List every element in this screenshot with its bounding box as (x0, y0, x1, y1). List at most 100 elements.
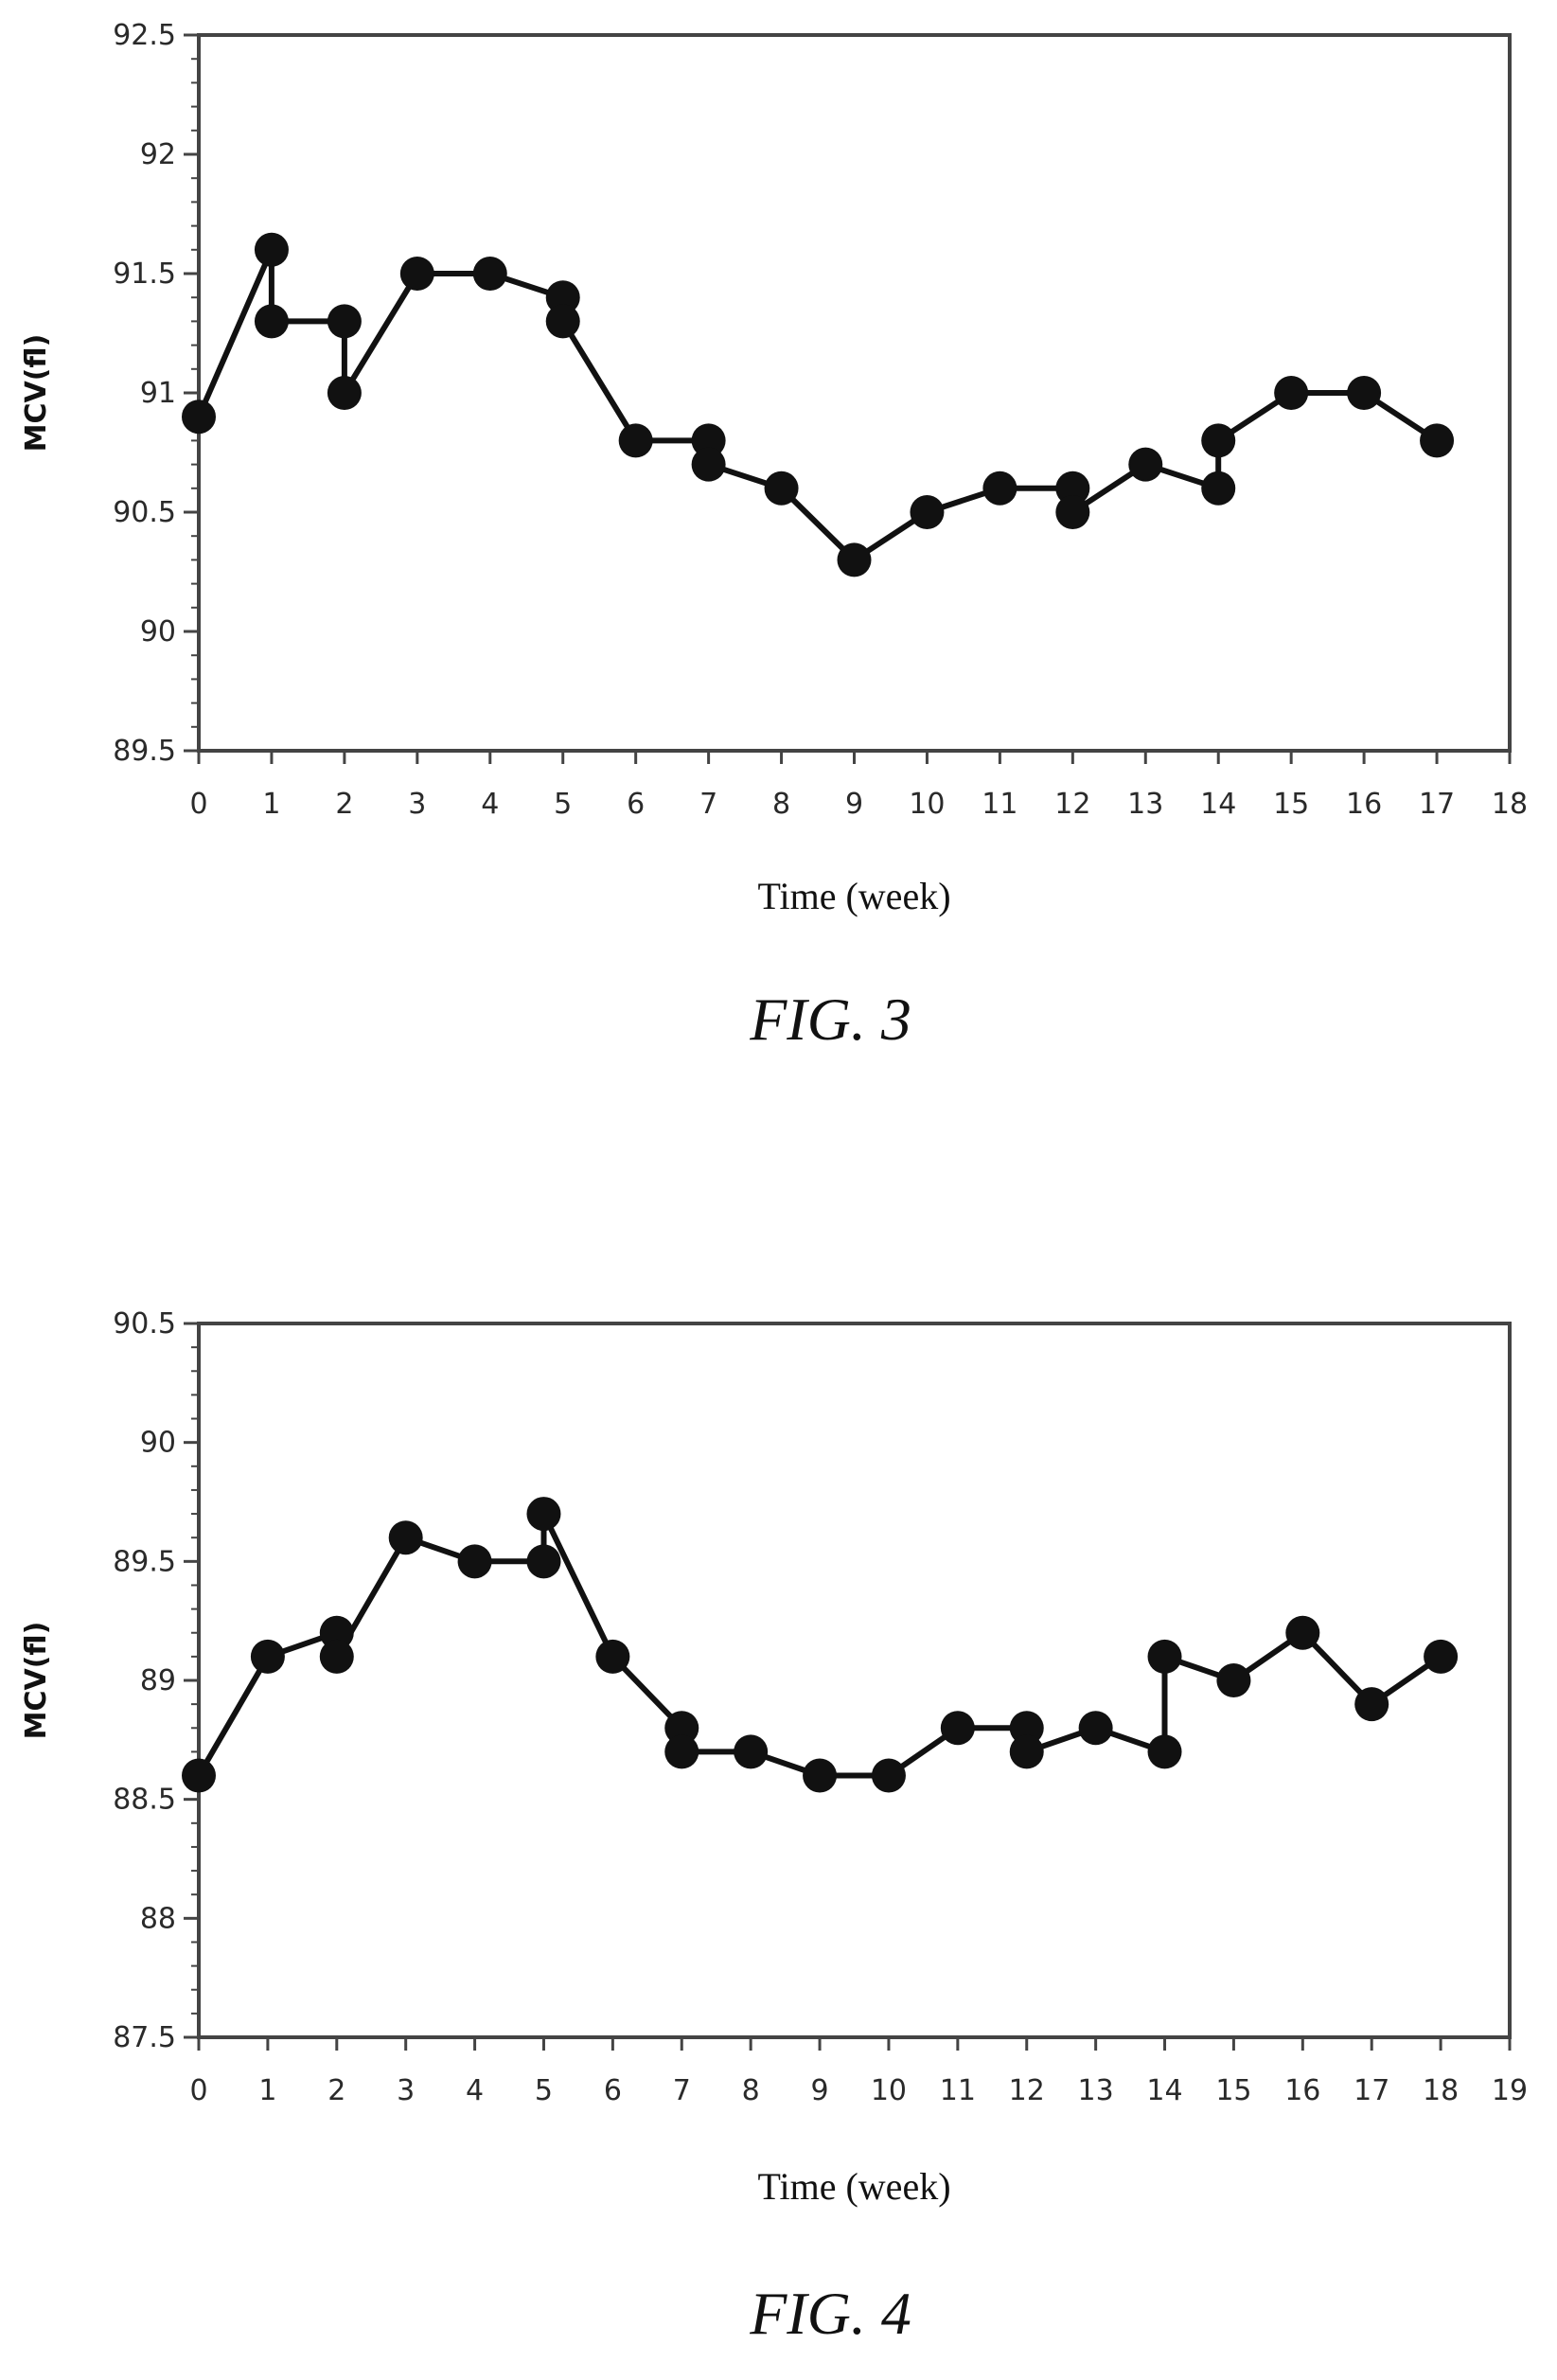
data-point (399, 257, 434, 291)
x-tick-label: 11 (940, 2074, 976, 2107)
x-axis-title: Time (week) (757, 875, 950, 917)
y-tick-label: 90 (140, 1427, 176, 1460)
data-point (734, 1734, 769, 1769)
x-tick-label: 16 (1284, 2074, 1320, 2107)
x-tick-label: 2 (327, 2074, 345, 2107)
data-point (1128, 447, 1163, 482)
x-tick-label: 5 (535, 2074, 553, 2107)
x-tick-label: 9 (845, 788, 863, 821)
x-tick-label: 3 (408, 788, 426, 821)
x-axis-title: Time (week) (757, 2165, 950, 2208)
x-tick-label: 4 (481, 788, 499, 821)
data-point (803, 1758, 838, 1793)
x-tick-label: 14 (1200, 788, 1236, 821)
data-point (1274, 376, 1309, 410)
data-point (664, 1734, 699, 1769)
y-tick-label: 92 (140, 138, 176, 171)
figure-caption: FIG. 3 (749, 986, 911, 1053)
series-line (196, 246, 1439, 563)
x-tick-label: 16 (1346, 788, 1382, 821)
series-line (196, 1511, 1442, 1779)
x-tick-label: 8 (772, 788, 790, 821)
data-point (1285, 1615, 1320, 1650)
x-tick-label: 6 (627, 788, 645, 821)
x-tick-label: 6 (604, 2074, 622, 2107)
data-point (940, 1711, 975, 1746)
x-tick-label: 2 (335, 788, 353, 821)
x-tick-label: 12 (1054, 788, 1090, 821)
x-tick-label: 10 (871, 2074, 907, 2107)
data-point (1354, 1687, 1389, 1722)
data-point (250, 1639, 285, 1674)
x-tick-label: 17 (1354, 2074, 1389, 2107)
y-tick-label: 88.5 (113, 1784, 176, 1817)
x-tick-label: 3 (397, 2074, 415, 2107)
data-point (1009, 1711, 1044, 1746)
x-tick-label: 12 (1009, 2074, 1045, 2107)
x-tick-label: 0 (189, 2074, 207, 2107)
data-point (1201, 423, 1236, 458)
data-point (457, 1544, 492, 1579)
data-point (1420, 423, 1455, 458)
data-point (1055, 471, 1090, 506)
data-point (1424, 1639, 1459, 1674)
data-point (764, 471, 799, 506)
x-tick-label: 13 (1127, 788, 1163, 821)
data-point (691, 447, 726, 482)
x-tick-label: 13 (1078, 2074, 1114, 2107)
y-tick-label: 87.5 (113, 2021, 176, 2054)
y-tick-label: 90.5 (113, 496, 176, 529)
y-tick-label: 90.5 (113, 1307, 176, 1341)
data-point (691, 423, 726, 458)
x-tick-label: 18 (1423, 2074, 1459, 2107)
figure-caption: FIG. 4 (749, 2280, 911, 2347)
x-tick-label: 7 (673, 2074, 691, 2107)
data-point (327, 376, 362, 410)
data-point (595, 1639, 630, 1674)
data-point (982, 471, 1017, 506)
data-point (526, 1497, 561, 1532)
data-point (1078, 1711, 1113, 1746)
x-tick-label: 18 (1492, 788, 1528, 821)
x-tick-label: 1 (262, 788, 280, 821)
data-point (545, 304, 580, 339)
y-tick-label: 89 (140, 1664, 176, 1697)
y-tick-label: 89.5 (113, 735, 176, 768)
x-tick-label: 0 (189, 788, 207, 821)
x-tick-label: 19 (1492, 2074, 1528, 2107)
data-point (837, 542, 872, 577)
data-point (254, 304, 289, 339)
x-tick-label: 15 (1273, 788, 1309, 821)
data-point (871, 1758, 906, 1793)
x-tick-label: 9 (811, 2074, 829, 2107)
y-tick-label: 88 (140, 1902, 176, 1935)
plot-frame (197, 1322, 1512, 2039)
data-point (254, 232, 289, 267)
x-tick-label: 17 (1419, 788, 1455, 821)
data-point (526, 1544, 561, 1579)
x-tick-label: 7 (699, 788, 717, 821)
data-point (327, 304, 362, 339)
y-tick-label: 91.5 (113, 258, 176, 291)
data-point (1147, 1639, 1182, 1674)
y-tick-label: 90 (140, 615, 176, 648)
x-tick-label: 15 (1215, 2074, 1251, 2107)
data-point (1201, 471, 1236, 506)
x-tick-label: 5 (554, 788, 572, 821)
data-point (182, 400, 216, 435)
data-point (319, 1639, 354, 1674)
data-point (664, 1711, 699, 1746)
data-point (910, 495, 945, 529)
x-tick-label: 4 (466, 2074, 484, 2107)
data-point (319, 1615, 354, 1650)
data-point (388, 1520, 423, 1555)
data-point (618, 423, 653, 458)
data-point (1009, 1734, 1044, 1769)
data-point (472, 257, 507, 291)
y-tick-label: 89.5 (113, 1545, 176, 1578)
x-tick-label: 14 (1146, 2074, 1182, 2107)
data-point (1147, 1734, 1182, 1769)
data-point (1216, 1663, 1251, 1697)
